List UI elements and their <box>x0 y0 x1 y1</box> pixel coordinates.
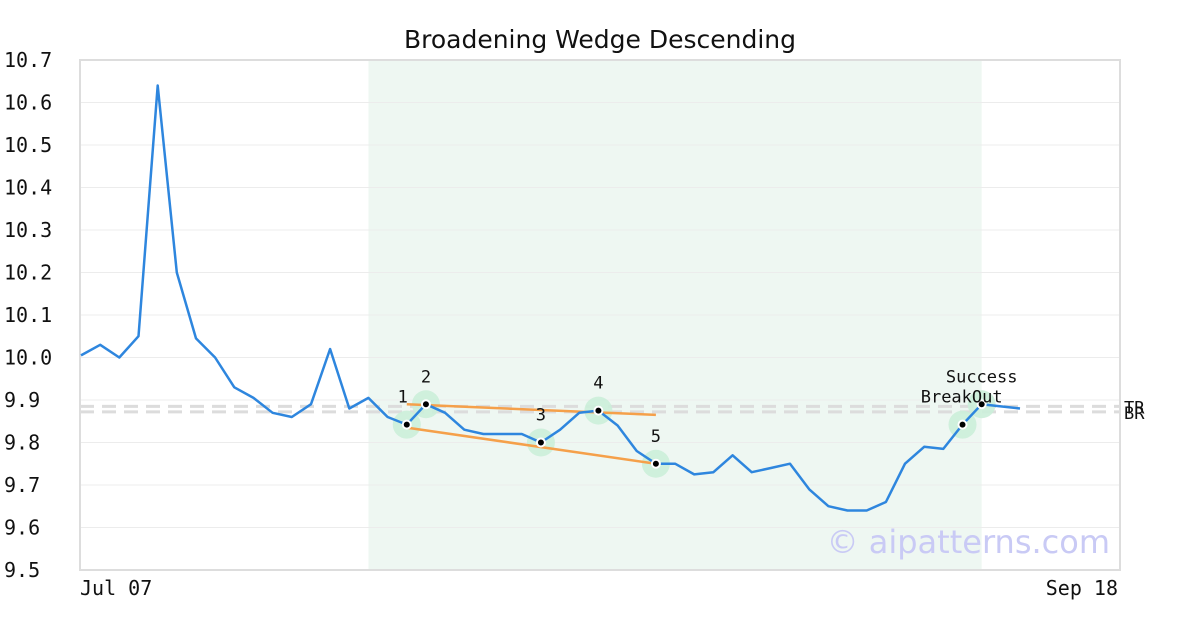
reference-label: BR <box>1124 404 1145 424</box>
y-tick-label: 9.7 <box>4 473 40 497</box>
y-tick-label: 10.5 <box>4 133 52 157</box>
pattern-point-label: 3 <box>536 406 546 426</box>
x-tick-label: Sep 18 <box>1046 576 1118 600</box>
pattern-point-label: 4 <box>593 374 603 394</box>
pattern-point <box>593 405 604 416</box>
pattern-point <box>420 399 431 410</box>
breakout-label: BreakOut <box>921 387 1003 407</box>
pattern-point <box>535 437 546 448</box>
y-tick-label: 10.7 <box>4 48 52 72</box>
watermark: © aipatterns.com <box>827 523 1110 561</box>
y-tick-label: 10.4 <box>4 176 52 200</box>
pattern-point <box>401 419 412 430</box>
trend-lines-layer <box>406 403 657 465</box>
pattern-point <box>650 458 661 469</box>
breakout-point <box>976 399 987 410</box>
pattern-point-label: 2 <box>421 367 431 387</box>
y-tick-label: 10.0 <box>4 346 52 370</box>
trend-line-top <box>406 403 656 417</box>
pattern-points-layer: 12 3 4 5 <box>398 367 987 469</box>
breakout-point <box>957 419 968 430</box>
y-tick-label: 10.6 <box>4 91 52 115</box>
y-tick-label: 10.2 <box>4 261 52 285</box>
pattern-point-label: 5 <box>651 427 661 447</box>
y-tick-label: 9.9 <box>4 388 40 412</box>
y-tick-label: 10.3 <box>4 218 52 242</box>
y-tick-label: 9.5 <box>4 558 40 582</box>
series-layer <box>80 84 1021 512</box>
y-tick-label: 10.1 <box>4 303 52 327</box>
x-tick-labels: Jul 07 Sep 18 <box>80 576 1118 600</box>
plot-frame <box>79 59 1121 571</box>
x-tick-label: Jul 07 <box>80 576 152 600</box>
y-tick-label: 9.8 <box>4 431 40 455</box>
success-label: Success <box>946 367 1018 387</box>
grid-layer <box>80 59 1120 571</box>
y-tick-labels: 9.5 9.6 9.7 9.8 9.9 10.0 10.1 10.2 10.3 10.4 10.5 1… <box>4 48 52 582</box>
y-tick-label: 9.6 <box>4 516 40 540</box>
price-series-line <box>80 84 1021 512</box>
pattern-point-label: 1 <box>398 388 408 408</box>
trend-line-bottom <box>406 426 657 465</box>
reference-label: TR <box>1124 398 1145 418</box>
chart-title: Broadening Wedge Descending <box>404 25 796 54</box>
